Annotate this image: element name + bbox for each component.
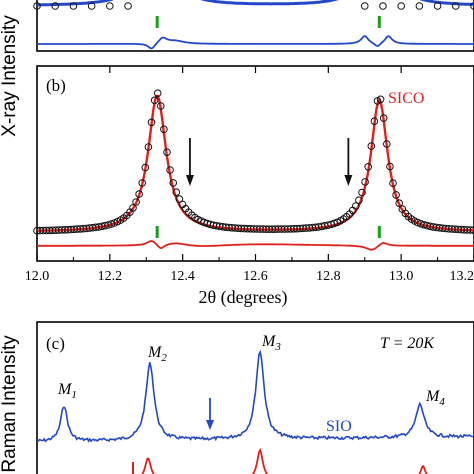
peak-label-main: M [147, 344, 163, 361]
x-tick-label: 12.0 [25, 269, 50, 284]
panel-b: (b) SICO 12.0 12.2 12.4 12.6 12.8 13.0 13.2 2θ… [25, 65, 474, 308]
peak-label-subscript: 1 [71, 389, 77, 401]
observed-point [144, 143, 153, 151]
difference-line-b [37, 240, 474, 251]
observed-point [138, 179, 146, 187]
panel-b-label: (b) [46, 76, 66, 95]
observed-point [364, 163, 373, 171]
observed-point-a [379, 2, 387, 10]
fit-line-a [37, 0, 474, 7]
observed-point [160, 125, 168, 134]
panel-a-frame [36, 0, 474, 52]
peak-label: M4 [425, 388, 445, 408]
observed-point [330, 219, 339, 228]
observed-point-a [33, 2, 41, 10]
observed-point-a [51, 2, 60, 10]
x-tick-label: 12.2 [98, 269, 123, 284]
sio-spectrum [36, 349, 474, 443]
observed-point [129, 204, 137, 212]
observed-point [367, 142, 376, 150]
peak-label-subscript: 3 [274, 341, 281, 353]
y-axis-label-raman: Raman Intensity [0, 335, 20, 473]
observed-point-a [106, 2, 114, 10]
observed-point [132, 198, 140, 206]
x-tick-label: 12.6 [243, 269, 268, 284]
legend-sico: SICO [388, 90, 424, 107]
observed-point [361, 178, 369, 186]
peak-label-main: M [57, 381, 73, 398]
y-axis-label-xray: X-ray Intensity [0, 15, 20, 137]
sico-spectrum [141, 447, 428, 474]
observed-point [172, 188, 181, 196]
observed-point [157, 102, 165, 110]
observed-point [395, 199, 404, 207]
x-tick-label: 13.2 [450, 269, 474, 284]
observed-point [355, 196, 363, 204]
peak-label: M1 [57, 381, 77, 401]
x-tick-label: 12.8 [316, 269, 341, 284]
observed-point [166, 166, 174, 174]
panel-a [33, 0, 474, 52]
observed-point [141, 163, 150, 172]
peak-label-main: M [425, 388, 441, 405]
observed-point-a [69, 2, 78, 10]
observed-point [147, 118, 156, 127]
observed-point-a [87, 2, 96, 10]
arrow-head [344, 175, 353, 186]
observed-point [153, 89, 162, 97]
observed-point [358, 188, 366, 197]
panel-c-plot [36, 349, 474, 474]
x-tick-label: 13.0 [389, 269, 414, 284]
x-tick-label: 12.4 [170, 269, 195, 284]
observed-point [389, 179, 397, 187]
observed-point-a [415, 2, 424, 10]
panel-c-label: (c) [46, 334, 65, 353]
observed-point [383, 140, 391, 148]
observed-point-a [397, 2, 405, 10]
panel-a-plot [33, 0, 474, 50]
observed-point [163, 148, 171, 156]
observed-point [392, 191, 400, 199]
x-axis-ticks: 12.0 12.2 12.4 12.6 12.8 13.0 13.2 [25, 66, 474, 284]
peak-label-subscript: 4 [439, 396, 445, 408]
observed-point [265, 225, 274, 233]
panel-b-plot [33, 89, 474, 251]
observed-point-a [433, 2, 442, 10]
observed-point [135, 190, 143, 198]
temperature-annotation: T = 20K [380, 335, 435, 352]
peak-label: M2 [147, 344, 167, 364]
observed-point [379, 114, 388, 122]
peak-label-main: M [261, 333, 277, 350]
raman-arrow-head [206, 420, 214, 430]
observed-point-a [360, 2, 369, 10]
difference-line-a [37, 35, 474, 50]
fit-line-b [36, 94, 474, 232]
series-label-sio: SIO [326, 418, 352, 435]
observed-point [370, 117, 379, 125]
arrow-head [185, 175, 194, 186]
observed-point-a [451, 2, 460, 10]
panel-c-frame [36, 321, 474, 474]
observed-point [150, 96, 159, 105]
observed-point [376, 95, 385, 104]
x-axis-label: 2θ (degrees) [198, 287, 287, 308]
peak-label-subscript: 2 [161, 352, 167, 364]
observed-point-a [124, 2, 132, 10]
observed-point [352, 202, 360, 210]
observed-point-a [470, 2, 474, 10]
observed-point [169, 179, 177, 187]
peak-label: M3 [261, 333, 281, 353]
observed-point [386, 162, 394, 171]
